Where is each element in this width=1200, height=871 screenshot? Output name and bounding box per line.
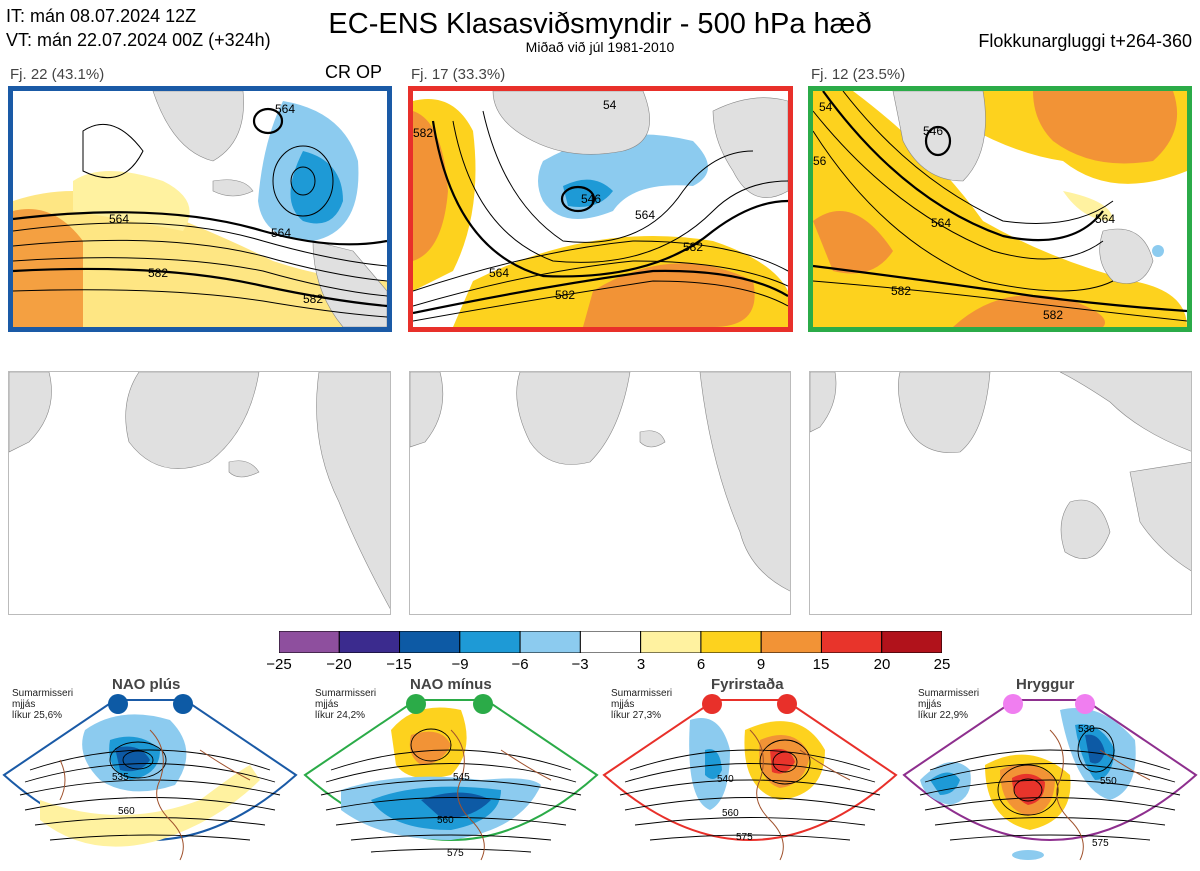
regime-4-dot	[1003, 694, 1023, 714]
colorbar-tick: −15	[386, 656, 412, 673]
regime-1-name: NAO plús	[112, 676, 181, 693]
regime-4-dot	[1075, 694, 1095, 714]
colorbar-swatch	[459, 630, 521, 654]
colorbar-swatch	[579, 630, 642, 654]
colorbar-tick: 25	[933, 656, 951, 673]
cluster-map-3-graphic: 564 564 582 582 54 546 56	[813, 91, 1187, 327]
cluster-map-1: 564 564 582 582 564	[8, 86, 392, 332]
window-label: Flokkunargluggi t+264-360	[978, 31, 1192, 51]
regime-1-contour-label: 560	[118, 806, 135, 817]
regime-2-dot	[406, 694, 426, 714]
cluster-2-contour-label: 582	[555, 288, 575, 302]
regime-1-dot	[173, 694, 193, 714]
colorbar-swatch	[820, 630, 883, 654]
regime-3-contour-label: 540	[717, 774, 734, 785]
regime-3-map: 540 560 575	[602, 699, 898, 861]
basemap-2-graphic	[410, 372, 790, 592]
colorbar-tick: −9	[451, 656, 469, 673]
colorbar-tick: 9	[756, 656, 766, 673]
colorbar-tick: 3	[636, 656, 646, 673]
colorbar-swatch	[519, 630, 581, 654]
cluster-map-2-graphic: 564 564 582 582 546 54 582	[413, 91, 788, 327]
basemap-3	[809, 371, 1192, 615]
colorbar-swatch	[399, 630, 461, 654]
cluster-2-label: Fj. 17 (33.3%)	[411, 66, 506, 83]
colorbar-swatches	[278, 630, 943, 654]
colorbar-swatch	[760, 630, 822, 654]
cluster-2-contour-label: 564	[489, 266, 509, 280]
colorbar-tick: −6	[511, 656, 529, 673]
regime-4-name: Hryggur	[1016, 676, 1075, 693]
colorbar-tick: −25	[266, 656, 292, 673]
colorbar-labels: −25 −20 −15 −9 −6 −3 3 6 9 15 20 25	[266, 656, 950, 676]
colorbar-swatch	[338, 630, 401, 654]
cluster-map-2: 564 564 582 582 546 54 582	[408, 86, 793, 332]
valid-time: VT: mán 22.07.2024 00Z (+324h)	[6, 30, 271, 50]
cluster-1-label: Fj. 22 (43.1%)	[10, 66, 105, 83]
regime-3-name: Fyrirstaða	[711, 676, 784, 693]
regime-4-contour-label: 530	[1078, 724, 1095, 735]
basemap-1-graphic	[9, 372, 390, 609]
regime-1-info: Sumarmisseri mjjás líkur 25,6%	[12, 688, 74, 721]
cluster-1-contour-label: 582	[303, 292, 323, 306]
basemap-1	[8, 371, 391, 615]
basemap-3-graphic	[810, 372, 1191, 572]
regime-2-map: 545 560 575	[303, 699, 599, 861]
header-info: IT: mán 08.07.2024 12Z VT: mán 22.07.202…	[6, 4, 271, 52]
cluster-map-1-graphic: 564 564 582 582 564	[13, 91, 387, 327]
regime-2-contour-label: 560	[437, 815, 454, 826]
regime-2-contour-label: 545	[453, 772, 470, 783]
regime-4-contour-label: 550	[1100, 776, 1117, 787]
cluster-3-contour-label: 582	[1043, 308, 1063, 322]
cluster-2-contour-label: 546	[581, 192, 601, 206]
cluster-3-label: Fj. 12 (23.5%)	[811, 66, 906, 83]
cluster-1-tag: CR OP	[325, 62, 383, 82]
cluster-3-contour-label: 56	[813, 154, 827, 168]
regime-4-info: Sumarmisseri mjjás líkur 22,9%	[918, 688, 980, 721]
regime-3-dot	[702, 694, 722, 714]
colorbar-swatch	[881, 630, 943, 654]
cluster-1-contour-label: 582	[148, 266, 168, 280]
cluster-3-contour-label: 54	[819, 100, 833, 114]
colorbar-swatch	[640, 630, 702, 654]
page-subtitle: Miðað við júl 1981-2010	[525, 39, 675, 55]
cluster-2-contour-label: 582	[413, 126, 433, 140]
cluster-map-3: 564 564 582 582 54 546 56	[808, 86, 1192, 332]
regime-4-map: 530 550 575	[902, 699, 1198, 861]
cluster-3-contour-label: 564	[1095, 212, 1115, 226]
colorbar-tick: 15	[812, 656, 830, 673]
regime-2-info: Sumarmisseri mjjás líkur 24,2%	[315, 688, 377, 721]
colorbar-tick: 20	[873, 656, 891, 673]
regime-1-dot	[108, 694, 128, 714]
cluster-3-contour-label: 564	[931, 216, 951, 230]
init-time: IT: mán 08.07.2024 12Z	[6, 6, 197, 26]
colorbar-tick: −20	[326, 656, 352, 673]
cluster-2-contour-label: 54	[603, 98, 617, 112]
regime-3-dot	[777, 694, 797, 714]
regime-3-contour-label: 560	[722, 808, 739, 819]
basemap-2	[409, 371, 791, 615]
cluster-1-contour-label: 564	[275, 102, 295, 116]
colorbar-swatch	[278, 630, 340, 654]
cluster-2-contour-label: 564	[635, 208, 655, 222]
regime-2-dot	[473, 694, 493, 714]
regime-2-contour-label: 575	[447, 848, 464, 859]
colorbar	[278, 630, 943, 654]
regime-2-name: NAO mínus	[410, 676, 492, 693]
regime-3-contour-label: 575	[736, 832, 753, 843]
colorbar-tick: 6	[696, 656, 706, 673]
page-title: EC-ENS Klasasviðsmyndir - 500 hPa hæð	[328, 8, 872, 40]
cluster-3-contour-label: 546	[923, 124, 943, 138]
regime-3-info: Sumarmisseri mjjás líkur 27,3%	[611, 688, 673, 721]
cluster-1-contour-label: 564	[109, 212, 129, 226]
regime-4-contour-label: 575	[1092, 838, 1109, 849]
regime-1-map: 535 560	[2, 699, 298, 861]
cluster-3-contour-label: 582	[891, 284, 911, 298]
colorbar-tick: −3	[571, 656, 589, 673]
colorbar-swatch	[700, 630, 762, 654]
cluster-2-contour-label: 582	[683, 240, 703, 254]
cluster-1-contour-label: 564	[271, 226, 291, 240]
regime-1-contour-label: 535	[112, 772, 129, 783]
